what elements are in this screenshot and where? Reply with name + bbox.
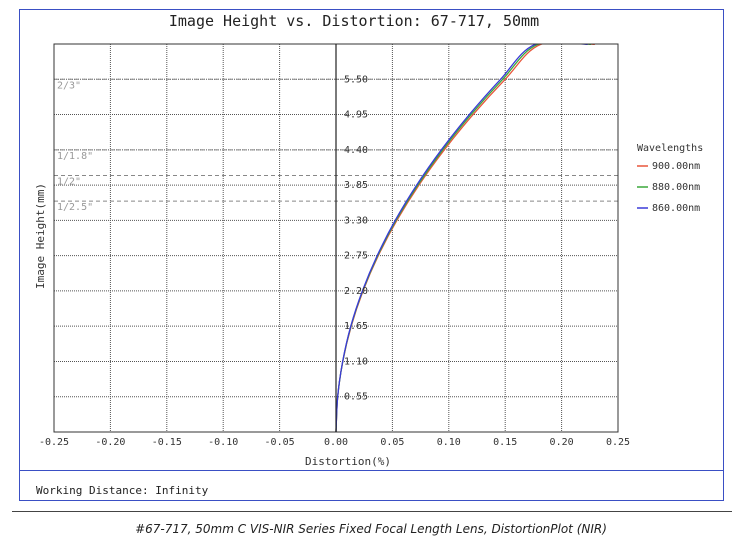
legend-title: Wavelengths	[637, 143, 703, 154]
sensor-format-label: 1/2"	[57, 176, 81, 187]
chart-title: Image Height vs. Distortion: 67-717, 50m…	[169, 12, 539, 30]
y-tick-label: 4.95	[344, 110, 368, 121]
x-tick-label: 0.10	[437, 437, 461, 448]
x-tick-label: -0.15	[152, 437, 182, 448]
x-tick-label: -0.10	[208, 437, 238, 448]
legend: Wavelengths 900.00nm 880.00nm 860.00nm	[637, 143, 703, 214]
footer-divider	[19, 470, 724, 471]
sensor-format-label: 1/2.5"	[57, 202, 93, 213]
y-tick-label: 3.30	[344, 215, 368, 226]
x-tick-label: -0.20	[95, 437, 125, 448]
legend-entry: 900.00nm	[652, 161, 700, 172]
x-axis-label: Distortion(%)	[305, 455, 391, 468]
legend-entry: 860.00nm	[652, 203, 700, 214]
series-line-900.00nm	[335, 44, 595, 432]
x-tick-label: 0.25	[606, 437, 630, 448]
x-tick-label: 0.05	[380, 437, 404, 448]
y-axis-label: Image Height(mm)	[34, 183, 47, 289]
x-tick-label: 0.00	[324, 437, 348, 448]
x-tick-label: -0.25	[39, 437, 69, 448]
chart-frame	[19, 9, 724, 501]
y-tick-label: 0.55	[344, 392, 368, 403]
series-line-880.00nm	[335, 44, 592, 432]
y-tick-label: 2.20	[344, 286, 368, 297]
x-tick-label: -0.05	[265, 437, 295, 448]
x-tick-labels: -0.25 -0.20 -0.15 -0.10 -0.05 0.00 0.05 0.10 0.1…	[39, 437, 630, 448]
legend-entry: 880.00nm	[652, 182, 700, 193]
y-tick-label: 4.40	[344, 145, 368, 156]
sensor-format-label: 1/1.8"	[57, 151, 93, 162]
series-lines	[335, 44, 595, 432]
y-tick-label: 1.10	[344, 356, 368, 367]
x-tick-label: 0.15	[493, 437, 517, 448]
y-tick-label: 3.85	[344, 180, 368, 191]
sensor-format-label: 2/3"	[57, 80, 81, 91]
y-tick-labels: 0.55 1.10 1.65 2.20 2.75 3.30 3.85 4.40 4.95 5.50	[344, 74, 368, 402]
figure-caption: #67-717, 50mm C VIS-NIR Series Fixed Foc…	[135, 522, 607, 536]
caption-divider	[12, 511, 732, 512]
x-tick-label: 0.20	[550, 437, 574, 448]
y-tick-label: 2.75	[344, 251, 368, 262]
series-line-860.00nm	[335, 44, 588, 432]
y-tick-label: 5.50	[344, 74, 368, 85]
y-tick-label: 1.65	[344, 321, 368, 332]
working-distance-text: Working Distance: Infinity	[36, 484, 209, 497]
